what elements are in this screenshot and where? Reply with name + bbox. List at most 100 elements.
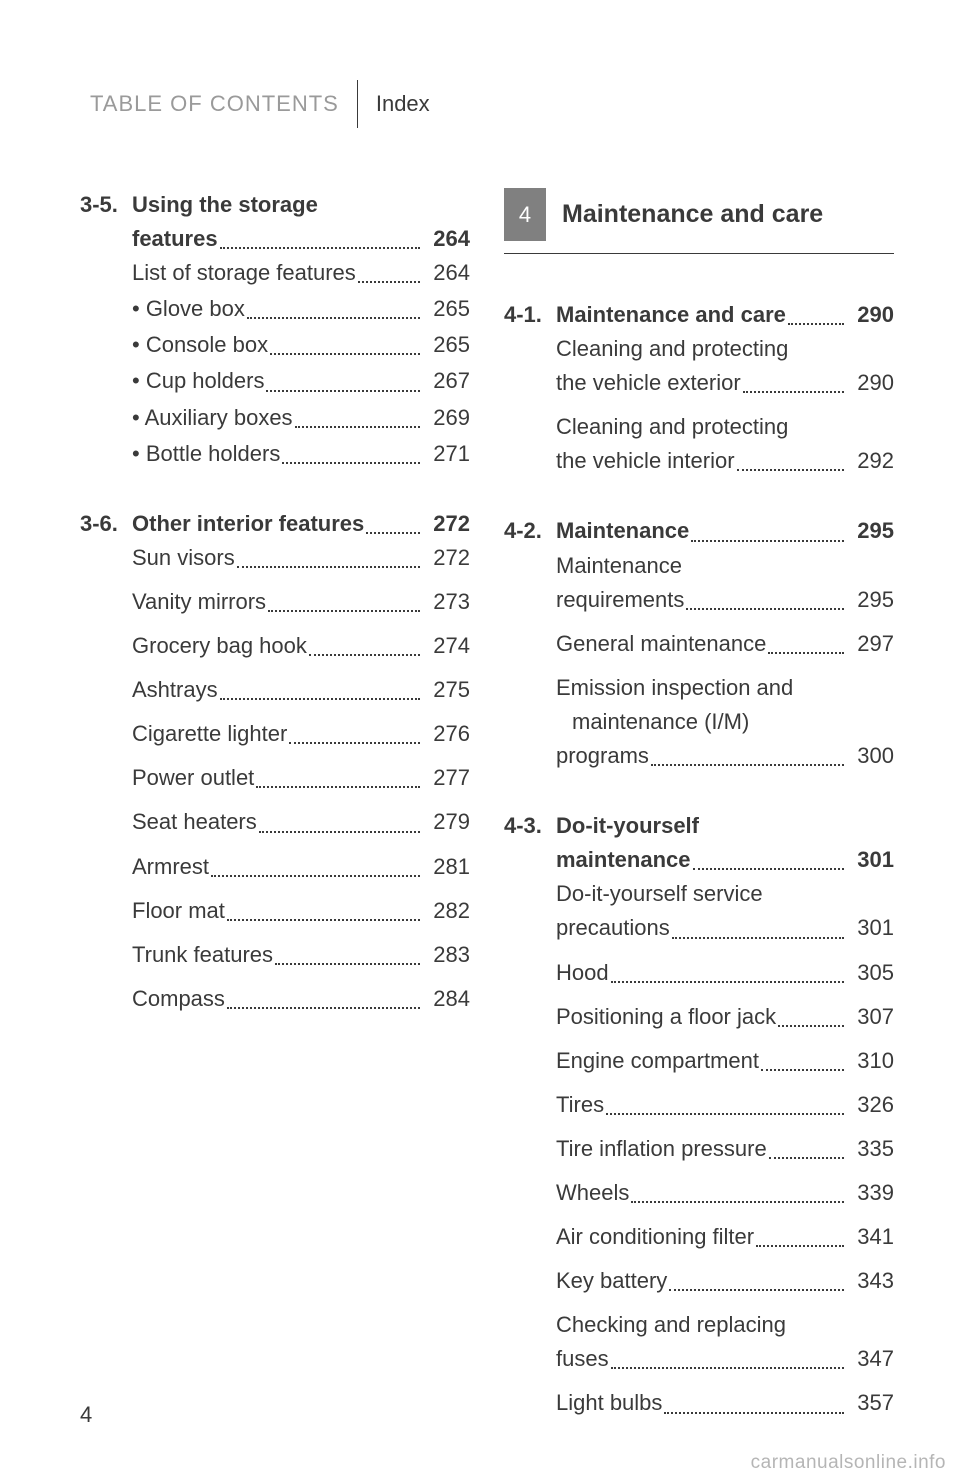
toc-item-last: precautions 301 xyxy=(556,911,894,945)
toc-label: features xyxy=(132,222,218,256)
toc-item: Floor mat282 xyxy=(132,894,470,928)
toc-leader xyxy=(686,608,844,610)
toc-section-number: 4-1. xyxy=(504,298,556,332)
toc-page: 274 xyxy=(424,629,470,663)
toc-label: Key battery xyxy=(556,1264,667,1298)
toc-label: Trunk features xyxy=(132,938,273,972)
toc-leader xyxy=(247,317,420,319)
toc-page: 290 xyxy=(848,366,894,400)
toc-label: Compass xyxy=(132,982,225,1016)
toc-item-last: Positioning a floor jack307 xyxy=(556,1000,894,1034)
toc-item: Ashtrays275 xyxy=(132,673,470,707)
toc-item-last: Vanity mirrors 273 xyxy=(132,585,470,619)
toc-item: Hood305 xyxy=(556,956,894,990)
toc-leader xyxy=(651,764,844,766)
toc-leader xyxy=(227,1007,420,1009)
toc-item-line: Checking and replacing xyxy=(556,1308,894,1342)
right-column: 4Maintenance and care4-1.Maintenance and… xyxy=(504,188,894,1457)
toc-leader xyxy=(756,1245,844,1247)
toc-section-heading: 4-3.Do-it-yourselfmaintenance301 xyxy=(504,809,894,877)
chapter-title: Maintenance and care xyxy=(546,188,894,241)
toc-item-line: maintenance (I/M) xyxy=(556,705,894,739)
page: TABLE OF CONTENTS Index 3-5.Using the st… xyxy=(0,0,960,1484)
toc-item-last: Wheels339 xyxy=(556,1176,894,1210)
toc-item-last: Trunk features283 xyxy=(132,938,470,972)
toc-leader xyxy=(611,981,844,983)
toc-item-last: Grocery bag hook274 xyxy=(132,629,470,663)
toc-item: Seat heaters279 xyxy=(132,805,470,839)
toc-item-last: Engine compartment310 xyxy=(556,1044,894,1078)
toc-items: Maintenancerequirements295General mainte… xyxy=(504,549,894,774)
toc-leader xyxy=(309,654,420,656)
chapter-rule xyxy=(504,253,894,254)
toc-item: Maintenancerequirements295 xyxy=(556,549,894,617)
toc-label: Tire inflation pressure xyxy=(556,1132,767,1166)
toc-leader xyxy=(366,532,420,534)
toc-page: 326 xyxy=(848,1088,894,1122)
toc-section-heading: 4-1.Maintenance and care290 xyxy=(504,298,894,332)
toc-label: Maintenance and care xyxy=(556,298,786,332)
toc-item: Checking and replacingfuses347 xyxy=(556,1308,894,1376)
toc-item: List of storage features264 xyxy=(132,256,470,290)
toc-label: Tires xyxy=(556,1088,604,1122)
toc-leader xyxy=(788,323,844,325)
toc-item-last: Sun visors272 xyxy=(132,541,470,575)
toc-item-last: Key battery343 xyxy=(556,1264,894,1298)
toc-section: 3-5.Using the storagefeatures264List of … xyxy=(80,188,470,471)
toc-leader xyxy=(289,742,420,744)
toc-label: the vehicle interior xyxy=(556,444,735,478)
toc-label: the vehicle exterior xyxy=(556,366,741,400)
toc-section-title: Maintenance and care290 xyxy=(556,298,894,332)
toc-item-last: Hood305 xyxy=(556,956,894,990)
toc-page: 297 xyxy=(848,627,894,661)
toc-item: Power outlet277 xyxy=(132,761,470,795)
toc-leader xyxy=(611,1367,844,1369)
toc-label: maintenance xyxy=(556,843,691,877)
toc-item-last: Power outlet277 xyxy=(132,761,470,795)
toc-item: Key battery343 xyxy=(556,1264,894,1298)
toc-item-last: List of storage features264 xyxy=(132,256,470,290)
toc-label: Vanity mirrors xyxy=(132,585,266,619)
toc-section-number: 3-6. xyxy=(80,507,132,541)
toc-label: • Bottle holders xyxy=(132,437,280,471)
toc-item: Grocery bag hook274 xyxy=(132,629,470,663)
toc-label: precautions xyxy=(556,911,670,945)
toc-label: Other interior features xyxy=(132,507,364,541)
toc-leader xyxy=(669,1289,844,1291)
toc-page: 271 xyxy=(424,437,470,471)
toc-items: Do-it-yourself serviceprecautions 301 Hood… xyxy=(504,877,894,1420)
toc-item: Cleaning and protectingthe vehicle inter… xyxy=(556,410,894,478)
toc-page: 264 xyxy=(424,222,470,256)
toc-leader xyxy=(266,390,420,392)
toc-item-last: the vehicle exterior 290 xyxy=(556,366,894,400)
toc-page: 307 xyxy=(848,1000,894,1034)
toc-label: Armrest xyxy=(132,850,209,884)
toc-page: 341 xyxy=(848,1220,894,1254)
toc-leader xyxy=(743,391,844,393)
toc-leader xyxy=(631,1201,844,1203)
toc-leader xyxy=(268,610,420,612)
toc-label: Maintenance xyxy=(556,514,689,548)
header-left: TABLE OF CONTENTS xyxy=(90,91,357,117)
toc-section-number: 4-2. xyxy=(504,514,556,548)
toc-item-last: Air conditioning filter341 xyxy=(556,1220,894,1254)
toc-page: 300 xyxy=(848,739,894,773)
watermark: carmanualsonline.info xyxy=(751,1452,946,1474)
toc-item-line: Cleaning and protecting xyxy=(556,410,894,444)
toc-page: 301 xyxy=(848,911,894,945)
content-columns: 3-5.Using the storagefeatures264List of … xyxy=(80,188,900,1457)
toc-item-last: Light bulbs357 xyxy=(556,1386,894,1420)
toc-item-last: • Bottle holders 271 xyxy=(132,437,470,471)
toc-page: 310 xyxy=(848,1044,894,1078)
toc-section: 4-2.Maintenance295Maintenancerequirement… xyxy=(504,514,894,773)
toc-page: 292 xyxy=(848,444,894,478)
toc-section: 3-6.Other interior features272Sun visors… xyxy=(80,507,470,1016)
toc-page: 273 xyxy=(424,585,470,619)
toc-section-number: 3-5. xyxy=(80,188,132,256)
toc-page: 282 xyxy=(424,894,470,928)
toc-item-line: Do-it-yourself service xyxy=(556,877,894,911)
toc-section-heading: 3-6.Other interior features272 xyxy=(80,507,470,541)
toc-label: • Glove box xyxy=(132,292,245,326)
toc-page: 357 xyxy=(848,1386,894,1420)
toc-leader xyxy=(606,1113,844,1115)
